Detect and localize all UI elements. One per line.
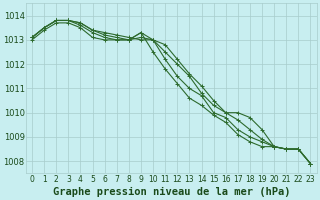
- X-axis label: Graphe pression niveau de la mer (hPa): Graphe pression niveau de la mer (hPa): [52, 186, 290, 197]
